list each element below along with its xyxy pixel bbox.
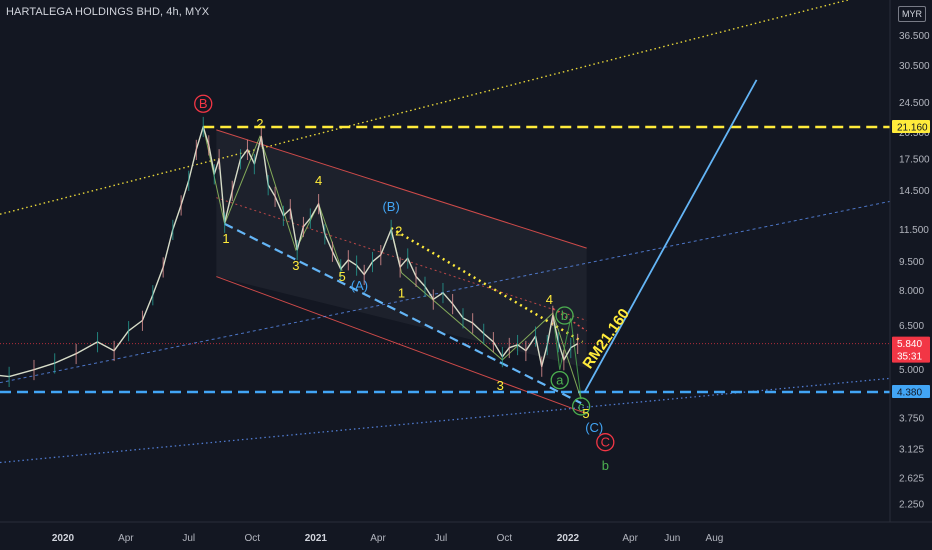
wave-label: C	[601, 435, 610, 450]
x-tick-label: 2020	[52, 533, 75, 544]
zigzag-wave-A	[202, 126, 343, 271]
drawings-layer	[0, 0, 891, 464]
wave-label: 1	[222, 231, 229, 246]
x-tick-label: Jul	[434, 533, 447, 544]
wave-label: 4	[546, 292, 553, 307]
y-tick-label: 2.250	[899, 500, 924, 511]
projection-label: RM21.160	[579, 306, 633, 372]
support-price-tag: 4.380	[897, 388, 922, 399]
y-tick-label: 30.500	[899, 61, 930, 72]
x-tick-label: Jul	[182, 533, 195, 544]
wave-label: c	[578, 399, 585, 414]
wave-label: 3	[497, 378, 504, 393]
y-tick-label: 2.625	[899, 474, 924, 485]
channel-lower	[216, 276, 587, 415]
wave-label: 5	[582, 406, 589, 421]
x-tick-label: Aug	[706, 533, 724, 544]
y-tick-label: 3.125	[899, 444, 924, 455]
channel-upper	[216, 129, 587, 249]
channel-shade	[216, 129, 587, 369]
wave-label-circle	[571, 397, 591, 416]
y-tick-label: 11.500	[899, 225, 929, 236]
wave-A-dashed	[224, 222, 582, 405]
wave-label: 5	[338, 269, 345, 284]
current-price-tag-countdown: 35:31	[897, 352, 922, 363]
y-tick-label: 3.750	[899, 414, 924, 425]
x-tick-label: Apr	[370, 533, 386, 544]
minor-red-dotted	[552, 307, 588, 332]
chart-title: HARTALEGA HOLDINGS BHD, 4h, MYX	[6, 6, 210, 18]
wave-label: B	[199, 96, 208, 111]
price-series-layer	[0, 116, 579, 388]
support-price-tag-bg	[892, 385, 930, 398]
x-tick-label: 2022	[557, 533, 580, 544]
wave-B-dotted	[390, 227, 584, 343]
blue-dashed-trend	[0, 200, 891, 384]
channel-mid	[216, 197, 587, 321]
x-tick-label: Apr	[622, 533, 638, 544]
x-tick-label: 2021	[305, 533, 328, 544]
wave-label: (A)	[351, 278, 368, 293]
y-tick-label: 8.000	[899, 286, 924, 297]
projection-line	[583, 79, 758, 393]
wave-label-circle	[194, 94, 213, 113]
y-tick-label: 9.500	[899, 257, 924, 268]
y-tick-label: 6.500	[899, 321, 924, 332]
wave-label: (B)	[382, 199, 399, 214]
wave-label: a	[556, 373, 564, 388]
target-price-tag: 21.160	[897, 123, 928, 134]
blue-dotted-support	[0, 377, 891, 464]
wave-label: 2	[256, 116, 263, 131]
x-tick-label: Apr	[118, 533, 134, 544]
wave-label: 1	[398, 285, 405, 300]
y-tick-label: 24.500	[899, 98, 930, 109]
wave-label-circle	[596, 433, 615, 452]
y-tick-label: 14.500	[899, 186, 930, 197]
wave-label: b	[602, 458, 609, 473]
wave-label-circle	[550, 370, 569, 390]
zigzag-abc	[552, 313, 582, 400]
x-tick-label: Oct	[497, 533, 513, 544]
target-price-tag-bg	[892, 120, 930, 133]
long-resistance-dotted	[0, 0, 849, 215]
wave-label-circle	[555, 306, 574, 325]
x-tick-label: Jun	[664, 533, 680, 544]
wave-label: 3	[292, 258, 299, 273]
y-tick-label: 5.000	[899, 365, 924, 376]
y-tick-label: 20.500	[899, 128, 930, 139]
wave-label: (C)	[585, 420, 603, 435]
y-tick-label: 36.500	[899, 31, 930, 42]
wave-label: 4	[315, 173, 322, 188]
y-tick-label: 17.500	[899, 154, 930, 165]
current-price-tag: 5.840	[897, 339, 922, 350]
current-price-tag-bg	[892, 336, 930, 363]
x-tick-label: Oct	[245, 533, 261, 544]
currency-button[interactable]: MYR	[898, 6, 926, 22]
wave-label: 2	[395, 224, 402, 239]
wave-label: b	[561, 308, 568, 323]
